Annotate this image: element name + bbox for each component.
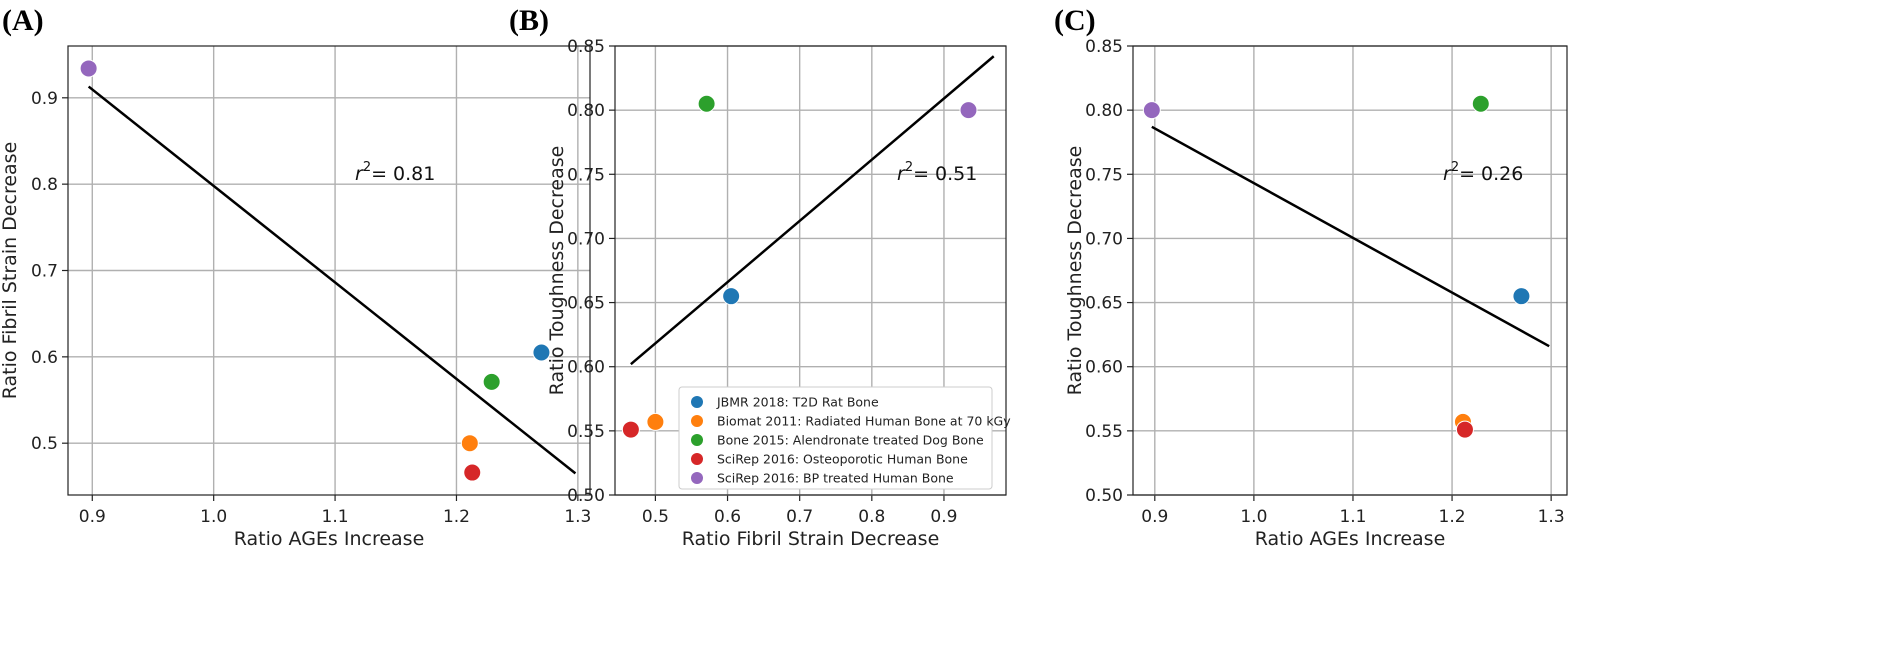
r-squared-superscript: 2 (905, 160, 913, 175)
r-squared-superscript: 2 (363, 160, 371, 175)
x-axis-label: Ratio AGEs Increase (1255, 528, 1446, 550)
x-tick-label: 1.1 (1339, 507, 1366, 527)
y-tick-label: 0.50 (1085, 486, 1123, 506)
r-squared-symbol: r (1443, 163, 1452, 185)
regression-line (1151, 125, 1550, 348)
panel-c: (C) 0.9 1.0 1.1 1.2 1.3 0.50 0.55 0.60 0.65 0.70 0.… (1054, 4, 1568, 550)
y-tick-label: 0.5 (31, 434, 58, 454)
legend-marker (691, 396, 703, 408)
legend-box (678, 386, 993, 490)
y-tick-label: 0.65 (567, 294, 605, 314)
x-tick-label: 1.0 (1240, 507, 1267, 527)
x-tick-label: 0.9 (930, 507, 957, 527)
data-point (959, 101, 978, 120)
data-point (1512, 287, 1531, 306)
y-axis-label: Ratio Toughness Decrease (546, 146, 568, 396)
regression-line (630, 55, 995, 366)
r-squared-annotation: r2= 0.26 (1443, 160, 1523, 185)
y-tick-label: 0.6 (31, 348, 58, 368)
x-tick-label: 0.8 (858, 507, 885, 527)
y-tick-label: 0.60 (567, 358, 605, 378)
axes-frame (614, 45, 1007, 496)
data-point (1142, 101, 1161, 120)
x-tick-label: 0.5 (642, 507, 669, 527)
legend-marker (691, 434, 703, 446)
panel-label: (B) (509, 4, 549, 37)
panel-a: (A) 0.9 1.0 1.1 1.2 1.3 0.5 0.6 0.7 0.8 0.9 Ratio A… (0, 4, 591, 550)
y-tick-label: 0.75 (567, 165, 605, 185)
x-tick-label: 0.9 (79, 507, 106, 527)
r-squared-value: = 0.81 (371, 163, 435, 185)
y-tick-label: 0.60 (1085, 358, 1123, 378)
x-axis-label: Ratio Fibril Strain Decrease (682, 528, 940, 550)
y-tick-label: 0.55 (567, 422, 605, 442)
legend-marker (691, 415, 703, 427)
y-axis-label: Ratio Toughness Decrease (1064, 146, 1086, 396)
panel-label: (C) (1054, 4, 1096, 37)
data-point (463, 463, 482, 482)
x-tick-label: 1.3 (1538, 507, 1565, 527)
y-tick-label: 0.80 (1085, 101, 1123, 121)
data-point (1471, 94, 1490, 113)
x-axis-label: Ratio AGEs Increase (234, 528, 425, 550)
y-tick-label: 0.85 (1085, 37, 1123, 57)
y-tick-label: 0.70 (567, 229, 605, 249)
y-tick-label: 0.50 (567, 486, 605, 506)
legend-label: JBMR 2018: T2D Rat Bone (716, 395, 879, 410)
data-point (1455, 420, 1474, 439)
legend-label: Bone 2015: Alendronate treated Dog Bone (717, 433, 984, 448)
y-tick-label: 0.8 (31, 175, 58, 195)
r-squared-value: = 0.51 (913, 163, 977, 185)
y-axis-label: Ratio Fibril Strain Decrease (0, 142, 21, 400)
y-tick-label: 0.55 (1085, 422, 1123, 442)
r-squared-superscript: 2 (1451, 160, 1459, 175)
data-point (532, 343, 551, 362)
legend-marker (691, 453, 703, 465)
r-squared-annotation: r2= 0.81 (355, 160, 435, 185)
legend-label: Biomat 2011: Radiated Human Bone at 70 k… (717, 414, 1011, 429)
data-point (482, 372, 501, 391)
x-tick-label: 0.6 (714, 507, 741, 527)
y-tick-label: 0.9 (31, 89, 58, 109)
r-squared-value: = 0.26 (1459, 163, 1523, 185)
data-point (722, 287, 741, 306)
legend-label: SciRep 2016: BP treated Human Bone (717, 471, 954, 486)
data-point (697, 94, 716, 113)
y-tick-label: 0.80 (567, 101, 605, 121)
y-tick-label: 0.7 (31, 262, 58, 282)
axes-frame (67, 45, 591, 496)
y-tick-label: 0.85 (567, 37, 605, 57)
data-point (460, 434, 479, 453)
legend-label: SciRep 2016: Osteoporotic Human Bone (717, 452, 968, 467)
regression-line (87, 85, 577, 475)
data-point (79, 59, 98, 78)
y-tick-label: 0.65 (1085, 294, 1123, 314)
r-squared-symbol: r (355, 163, 364, 185)
x-tick-label: 0.9 (1141, 507, 1168, 527)
x-tick-label: 0.7 (786, 507, 813, 527)
y-tick-label: 0.70 (1085, 229, 1123, 249)
y-tick-label: 0.75 (1085, 165, 1123, 185)
data-point (621, 420, 640, 439)
x-tick-label: 1.0 (200, 507, 227, 527)
x-tick-label: 1.2 (1439, 507, 1466, 527)
x-tick-label: 1.1 (322, 507, 349, 527)
r-squared-symbol: r (897, 163, 906, 185)
legend: JBMR 2018: T2D Rat Bone Biomat 2011: Radi… (678, 386, 1011, 490)
r-squared-annotation: r2= 0.51 (897, 160, 977, 185)
axes-frame (1132, 45, 1568, 496)
legend-marker (691, 472, 703, 484)
panel-label: (A) (2, 4, 44, 37)
x-tick-label: 1.3 (564, 507, 591, 527)
x-tick-label: 1.2 (443, 507, 470, 527)
data-point (646, 412, 665, 431)
